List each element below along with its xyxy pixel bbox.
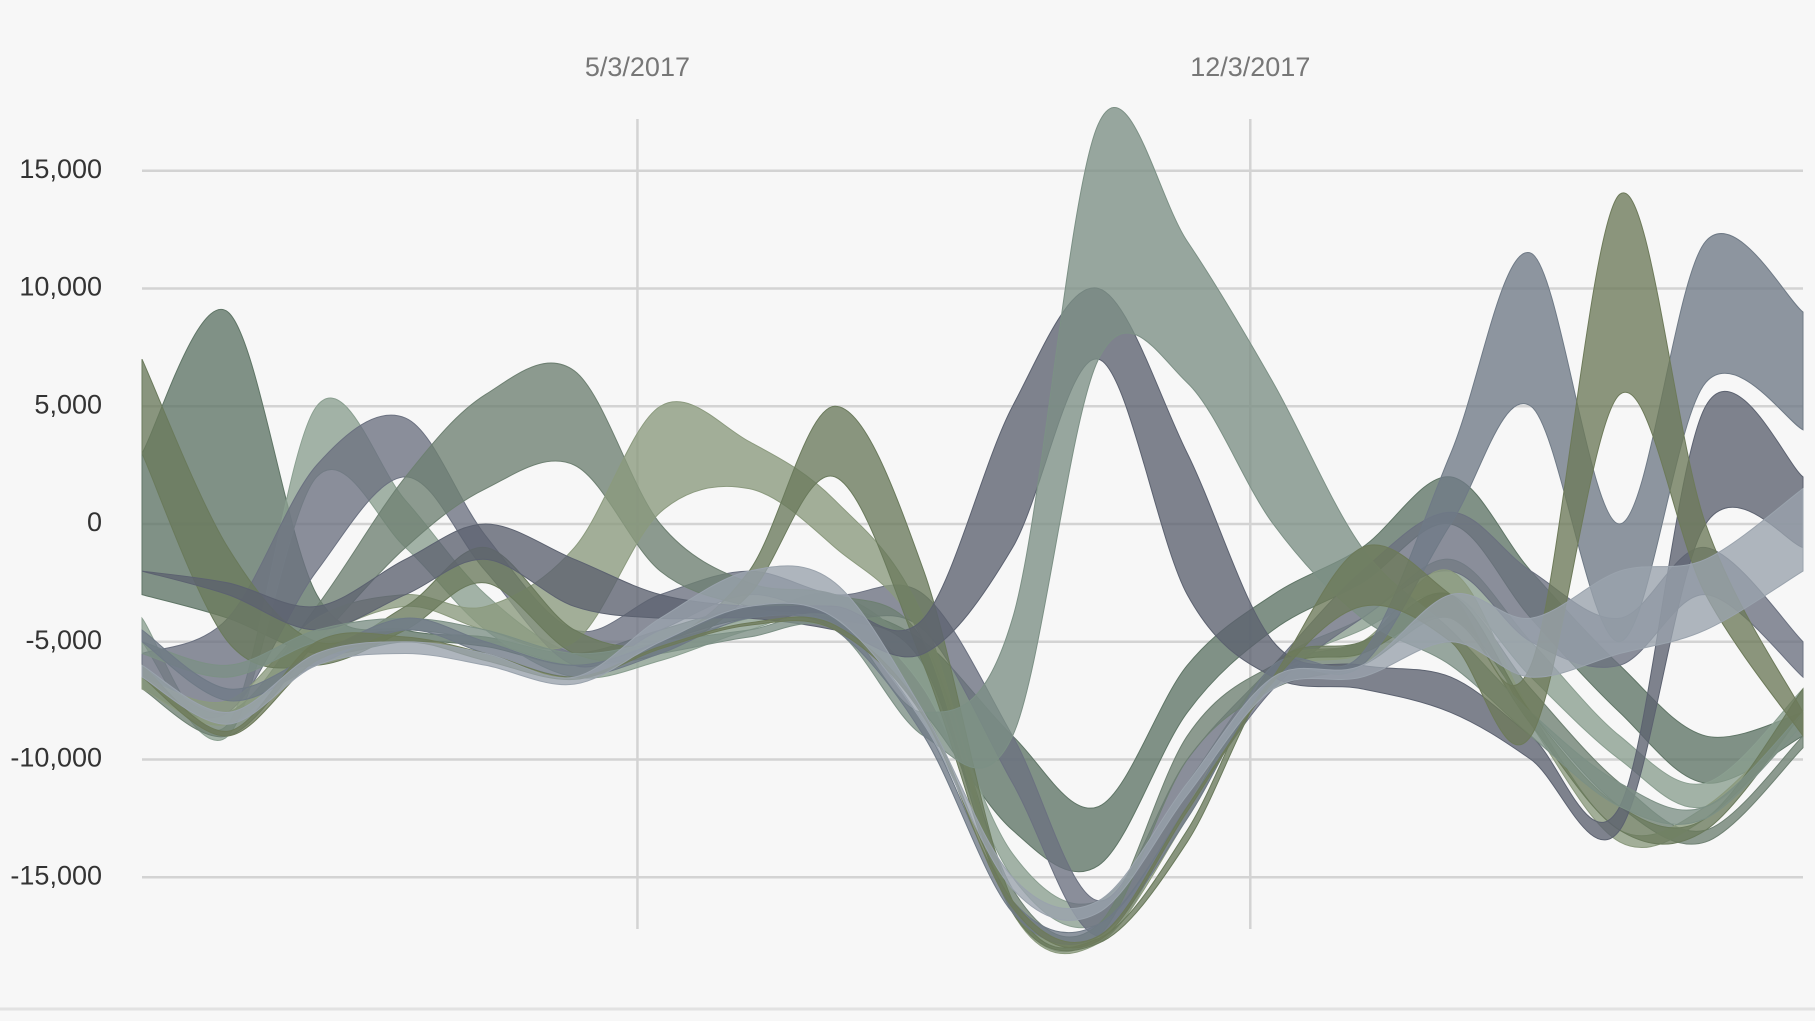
y-tick-label: 5,000 [34,389,102,419]
y-tick-label: 10,000 [19,272,102,302]
y-tick-label: 15,000 [19,154,102,184]
band [141,487,1804,921]
y-tick-label: 0 [87,507,102,537]
x-tick-label: 12/3/2017 [1190,52,1310,82]
band [141,192,1804,949]
bands [141,107,1804,955]
y-tick-label: -5,000 [25,625,102,655]
y-tick-label: -15,000 [10,860,102,890]
y-tick-label: -10,000 [10,743,102,773]
band [141,107,1804,825]
x-tick-label: 5/3/2017 [585,52,690,82]
